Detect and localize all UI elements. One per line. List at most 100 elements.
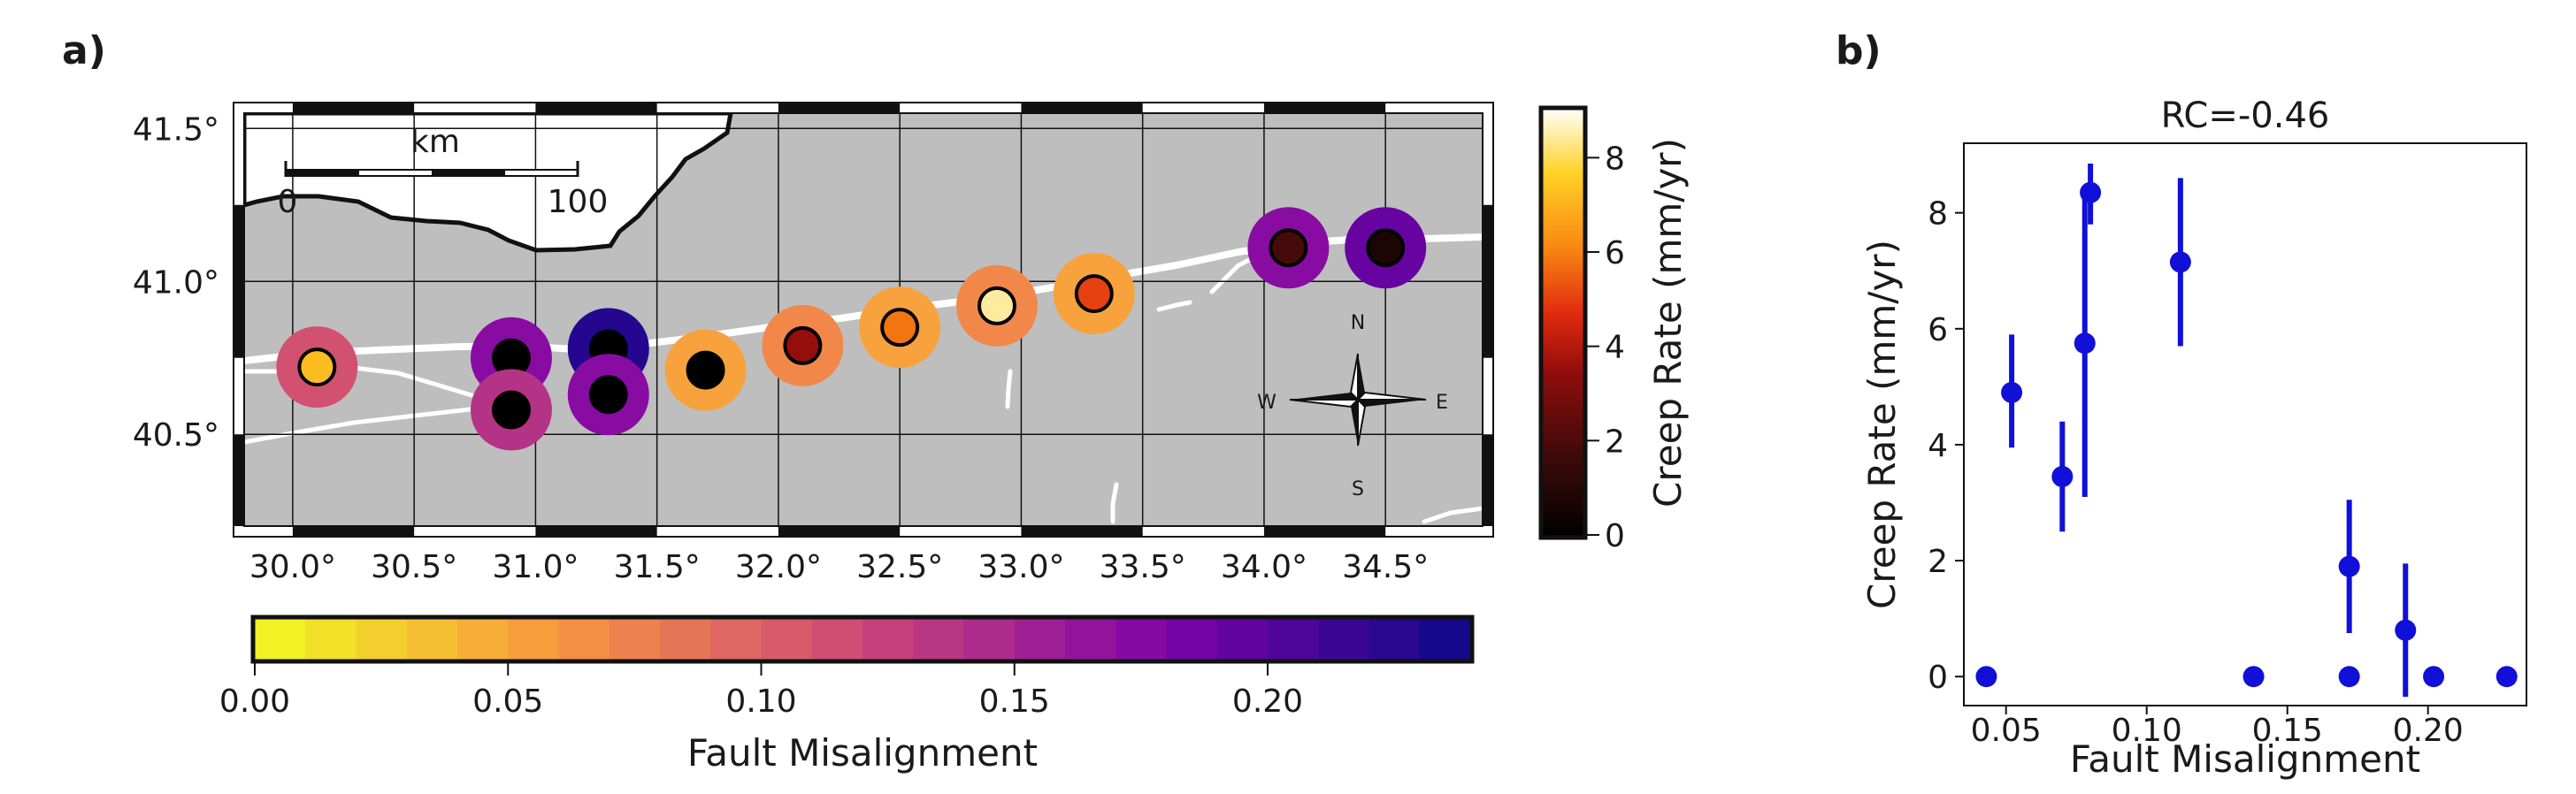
lon-tick-label: 33.0° [978, 549, 1064, 585]
plot-b-y-tick-label: 0 [1928, 660, 1948, 696]
plot-b-y-tick-label: 6 [1928, 312, 1948, 348]
misalignment-colorbar-ticks: 0.00 0.05 0.10 0.15 0.20 [219, 663, 1303, 720]
misalignment-colorbar-cell [609, 619, 661, 660]
misalignment-colorbar-tick-label: 0.15 [979, 683, 1050, 720]
misalignment-colorbar-cell [913, 619, 965, 660]
frame-tick-bottom [778, 526, 901, 537]
misalignment-colorbar-cell [1318, 619, 1370, 660]
frame-tick-right [1483, 204, 1493, 358]
lon-tick-label: 34.0° [1221, 549, 1307, 585]
plot-b-point [2169, 251, 2191, 273]
creep-colorbar-tick-label: 4 [1605, 330, 1625, 366]
misalignment-colorbar-frame [250, 615, 1475, 664]
plot-b-y-tick-label: 4 [1928, 428, 1948, 464]
frame-tick-bottom [292, 526, 415, 537]
plot-b-point [2338, 666, 2360, 688]
scale-bar: km 0 100 [278, 124, 609, 220]
plot-b-xlabel: Fault Misalignment [2070, 737, 2420, 781]
site-creep-marker [880, 308, 920, 347]
misalignment-colorbar-cell [406, 619, 458, 660]
misalignment-colorbar-cell [1216, 619, 1269, 660]
plot-b-y-tick-label: 2 [1928, 544, 1948, 580]
misalignment-colorbar-tick-label: 0.20 [1232, 683, 1303, 720]
misalignment-colorbar-cell [710, 619, 763, 660]
site-creep-marker [1366, 228, 1406, 268]
frame-tick-bottom [1263, 526, 1386, 537]
plot-b-title: RC=-0.46 [2161, 95, 2330, 136]
creep-colorbar-tick-label: 6 [1605, 235, 1625, 271]
misalignment-colorbar-cell [660, 619, 711, 660]
misalignment-colorbar-tick-label: 0.05 [472, 683, 543, 720]
plot-b-x-ticks: 0.05 0.10 0.15 0.20 [1971, 706, 2464, 749]
frame-tick-bottom [535, 526, 657, 537]
misalignment-colorbar-cell [761, 619, 813, 660]
frame-outer [233, 102, 1494, 538]
plot-b-ylabel: Creep Rate (mm/yr) [1860, 240, 1904, 609]
frame-tick-left [234, 434, 244, 526]
scale-bar-end: 100 [548, 184, 609, 220]
plot-b-x-tick-label: 0.15 [2252, 713, 2323, 749]
plot-b-y-ticks: 0 2 4 6 8 [1928, 196, 1964, 696]
scale-bar-start: 0 [278, 184, 298, 220]
plot-b-point [2242, 666, 2265, 688]
lon-tick-label: 34.5° [1342, 549, 1429, 585]
scale-bar-segment [359, 171, 432, 175]
lon-tick-label: 32.5° [856, 549, 943, 585]
plot-b-x-tick-label: 0.10 [2112, 713, 2182, 749]
site-creep-marker [686, 350, 725, 390]
compass-n: N [1351, 312, 1365, 334]
plot-b-point [2395, 619, 2417, 641]
frame-tick-left [234, 204, 244, 358]
frame-tick-top [1263, 103, 1386, 113]
panel-a-label: a) [62, 28, 106, 73]
frame-tick-bottom [1021, 526, 1143, 537]
lon-tick-label: 31.0° [492, 549, 579, 585]
plot-b-point [2074, 332, 2096, 355]
misalignment-colorbar-cell [963, 619, 1016, 660]
latitude-labels: 41.5° 41.0° 40.5° [133, 111, 219, 454]
misalignment-colorbar-cell [1268, 619, 1319, 660]
misalignment-colorbar-cell [457, 619, 509, 660]
frame-tick-top [778, 103, 901, 113]
lon-tick-label: 32.0° [735, 549, 822, 585]
creep-colorbar-tick-label: 0 [1605, 518, 1625, 554]
scale-bar-title: km [410, 124, 460, 160]
site-creep-marker [977, 286, 1016, 325]
misalignment-colorbar-cell [811, 619, 863, 660]
creep-colorbar-tick-label: 8 [1605, 141, 1625, 177]
site-creep-marker [491, 390, 531, 430]
misalignment-colorbar-cell [1419, 619, 1471, 660]
creep-sites [276, 207, 1427, 451]
compass-s: S [1352, 478, 1364, 500]
site-creep-marker [783, 325, 823, 365]
misalignment-colorbar-cell [558, 619, 610, 660]
misalignment-colorbar-cell [508, 619, 560, 660]
lon-tick-label: 30.5° [371, 549, 457, 585]
lon-tick-label: 30.0° [249, 549, 336, 585]
creep-colorbar-label: Creep Rate (mm/yr) [1646, 138, 1690, 508]
lat-tick-label: 40.5° [133, 417, 219, 454]
site-creep-marker [1269, 228, 1308, 268]
plot-b-point [2496, 666, 2518, 688]
misalignment-colorbar-label: Fault Misalignment [687, 731, 1038, 775]
plot-b-points [1975, 163, 2518, 698]
misalignment-colorbar-cell [305, 619, 357, 660]
creep-colorbar-ticks: 0 2 4 6 8 [1587, 141, 1625, 554]
misalignment-colorbar-cell [356, 619, 408, 660]
misalignment-colorbar-cell [1368, 619, 1421, 660]
plot-b-point [2338, 555, 2360, 577]
frame-tick-top [292, 103, 415, 113]
frame-tick-right [1483, 434, 1493, 526]
plot-b-point [2423, 666, 2445, 688]
plot-b-frame [1963, 142, 2527, 706]
plot-b-point [2001, 381, 2023, 403]
plot-b-point [2051, 466, 2074, 488]
misalignment-colorbar-tick-label: 0.00 [219, 683, 290, 720]
creep-colorbar-tick-label: 2 [1605, 424, 1625, 460]
misalignment-colorbar-cell [1065, 619, 1116, 660]
lat-tick-label: 41.5° [133, 111, 219, 148]
misalignment-colorbar-tick-label: 0.10 [725, 683, 796, 720]
misalignment-colorbar-cell [255, 619, 306, 660]
misalignment-colorbar: 0.00 0.05 0.10 0.15 0.20 Fault Misalignment [219, 615, 1475, 775]
